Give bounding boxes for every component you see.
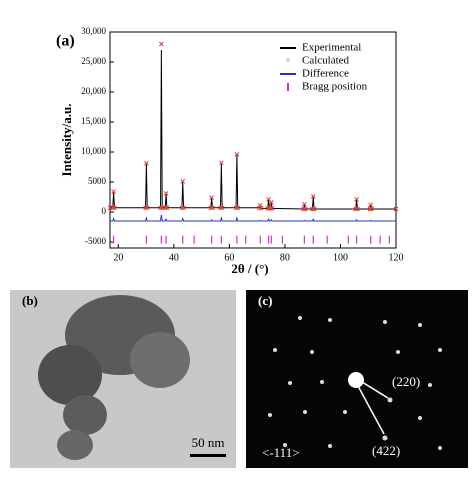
data-point — [311, 206, 317, 212]
y-tick-label: 10,000 — [81, 146, 106, 156]
data-point — [163, 191, 169, 196]
zone-axis-label: <-111> — [262, 445, 300, 460]
data-point — [111, 189, 116, 194]
data-point — [301, 206, 306, 212]
legend-label: Difference — [302, 68, 349, 80]
data-point — [268, 200, 274, 205]
x-tick-label: 100 — [333, 252, 348, 263]
data-point — [368, 202, 374, 208]
x-axis-label: 2θ / (°) — [231, 261, 268, 276]
data-point — [159, 41, 164, 47]
legend-label: Experimental — [302, 42, 361, 54]
y-tick-label: -5000 — [85, 236, 106, 246]
panel-label: (a) — [56, 33, 75, 50]
data-point — [258, 206, 264, 211]
legend-label: Bragg position — [302, 81, 368, 93]
y-axis-label: Intensity/a.u. — [59, 104, 74, 177]
data-point — [179, 205, 185, 211]
data-point — [110, 205, 116, 211]
plot-frame — [109, 31, 397, 249]
data-point — [209, 195, 214, 200]
panel-label: (c) — [258, 293, 272, 308]
x-tick-label: 20 — [113, 252, 123, 263]
data-point — [235, 205, 241, 211]
x-tick-label: 60 — [224, 252, 234, 263]
data-point — [218, 205, 223, 211]
data-point — [143, 205, 148, 211]
y-tick-label: 5000 — [88, 176, 107, 186]
x-tick-label: 120 — [389, 252, 404, 263]
data-point — [302, 201, 307, 207]
data-point — [181, 205, 186, 211]
data-line — [110, 214, 396, 222]
data-point — [180, 179, 186, 184]
data-point — [218, 160, 224, 166]
data-point — [112, 205, 117, 211]
data-point — [369, 206, 374, 212]
tem-image — [10, 290, 236, 468]
data-point — [354, 197, 359, 202]
data-point — [353, 206, 359, 212]
data-point — [208, 205, 214, 211]
legend-label: Calculated — [302, 55, 350, 67]
data-point — [219, 205, 225, 211]
legend-symbol: × — [285, 55, 290, 65]
data-point — [268, 206, 273, 211]
spot-label: (422) — [372, 443, 400, 458]
data-point — [233, 205, 239, 211]
panel-label: (b) — [22, 293, 38, 308]
data-point — [162, 205, 168, 211]
data-point — [158, 205, 163, 211]
data-point — [302, 206, 308, 212]
data-line — [110, 49, 396, 210]
scale-bar-label: 50 nm — [192, 435, 225, 450]
data-point — [210, 205, 215, 211]
x-tick-label: 40 — [169, 252, 179, 263]
data-point — [310, 194, 316, 199]
saed-pattern — [246, 290, 468, 468]
data-point — [310, 206, 315, 212]
y-tick-label: 20,000 — [81, 86, 106, 96]
data-point — [234, 152, 240, 157]
data-point — [393, 206, 399, 212]
x-tick-label: 80 — [280, 252, 290, 263]
data-point — [367, 206, 373, 212]
data-point — [144, 205, 150, 211]
y-tick-label: 25,000 — [81, 56, 106, 66]
y-tick-label: 15,000 — [81, 116, 106, 126]
data-point — [144, 161, 149, 166]
spot-label: (220) — [392, 374, 420, 389]
y-tick-label: 30,000 — [81, 26, 106, 36]
data-point — [269, 206, 275, 211]
data-point — [355, 206, 360, 212]
y-tick-label: 0 — [102, 206, 107, 216]
data-point — [164, 205, 170, 211]
